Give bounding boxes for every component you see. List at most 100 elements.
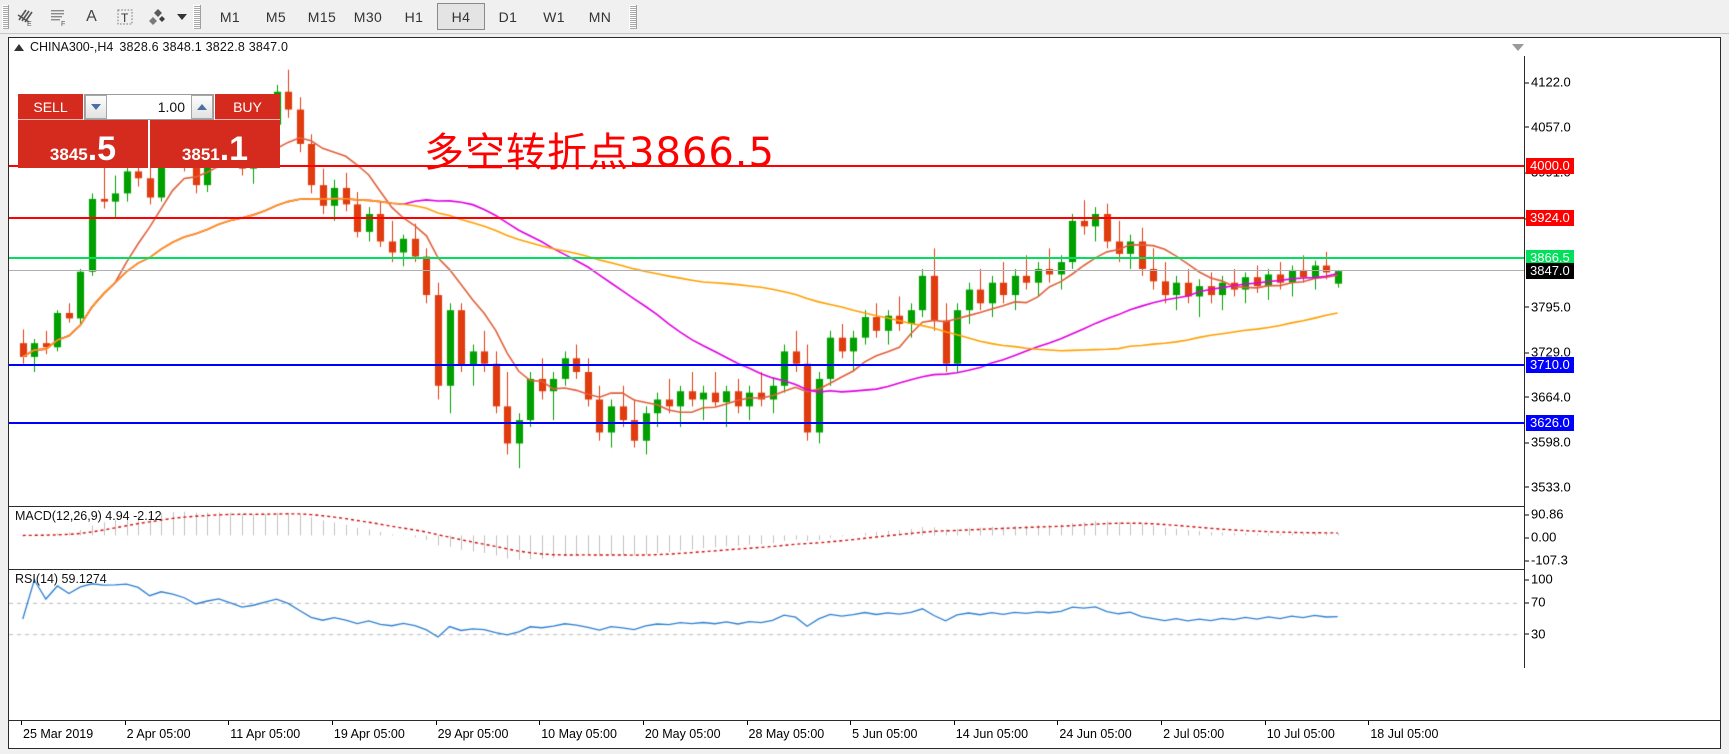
time-tick-label: 24 Jun 05:00 — [1059, 727, 1132, 741]
macd-indicator-pane[interactable]: MACD(12,26,9) 4.94 -2.12 — [9, 506, 1524, 569]
price-plot-area[interactable] — [9, 56, 1524, 506]
buy-price-integer: 3851 — [181, 145, 220, 164]
volume-input[interactable]: 1.00 — [157, 99, 185, 115]
time-tick-label: 14 Jun 05:00 — [955, 727, 1029, 741]
macd-canvas — [9, 507, 1520, 569]
collapse-triangle-icon[interactable] — [14, 43, 24, 51]
price-level-line-current-price — [9, 270, 1524, 272]
objects-dropdown-icon[interactable] — [174, 1, 190, 32]
price-level-line-resistance — [9, 164, 1524, 167]
time-tick-label: 2 Jul 05:00 — [1163, 727, 1225, 741]
time-axis[interactable]: 25 Mar 2019 2 Apr 05:00 11 Apr 05:00 19 Apr… — [9, 720, 1720, 748]
sell-price-decimal: .5 — [87, 130, 117, 168]
price-level-label-support[interactable]: 3626.0 — [1526, 414, 1574, 431]
price-level-label-support[interactable]: 3710.0 — [1526, 357, 1574, 374]
svg-text:T: T — [121, 11, 129, 25]
macd-tick-label: -107.3 — [1525, 553, 1568, 568]
chart-symbol-bar: CHINA300-,H4 3828.6 3848.1 3822.8 3847.0 — [9, 38, 1720, 56]
macd-tick-label: 0.00 — [1525, 530, 1556, 545]
pane-collapse-marker-icon[interactable] — [1512, 44, 1524, 51]
price-tick-label: 3664.0 — [1525, 389, 1571, 404]
timeframe-h1[interactable]: H1 — [404, 8, 424, 25]
buy-price[interactable]: 3851.1 — [150, 120, 280, 168]
time-tick — [1264, 721, 1266, 725]
price-tick-label: 3598.0 — [1525, 435, 1571, 450]
one-click-trading-panel[interactable]: SELL 1.00 BUY 3845.5 3851.1 — [18, 94, 280, 168]
sell-price[interactable]: 3845.5 — [18, 120, 150, 168]
timeframe-mn[interactable]: MN — [588, 8, 612, 25]
time-tick — [435, 721, 437, 725]
time-tick-label: 29 Apr 05:00 — [437, 727, 509, 741]
trade-controls-row: SELL 1.00 BUY — [18, 94, 280, 120]
toolbar-grip[interactable] — [2, 4, 9, 29]
macd-tick-label: 90.86 — [1525, 507, 1564, 522]
expert-advisors-icon[interactable]: E — [9, 1, 42, 32]
time-tick — [746, 721, 748, 725]
main-toolbar: E F A T — [0, 0, 1729, 34]
time-tick — [1368, 721, 1370, 725]
volume-decrease-button[interactable] — [85, 95, 107, 119]
price-level-label-resistance[interactable]: 4000.0 — [1526, 157, 1574, 174]
chevron-down-icon — [91, 104, 101, 110]
price-level-label-current-price[interactable]: 3847.0 — [1526, 263, 1574, 280]
rsi-canvas — [9, 570, 1520, 668]
macd-axis: 90.86 0.00 -107.3 — [1524, 506, 1720, 569]
time-tick — [850, 721, 852, 725]
sell-price-integer: 3845 — [49, 145, 88, 164]
buy-button[interactable]: BUY — [215, 94, 280, 120]
time-tick-label: 20 May 05:00 — [644, 727, 721, 741]
timeframe-w1[interactable]: W1 — [543, 8, 565, 25]
timeframe-d1[interactable]: D1 — [498, 8, 518, 25]
chart-symbol-label: CHINA300-,H4 — [30, 40, 114, 54]
time-tick-label: 28 May 05:00 — [748, 727, 825, 741]
price-level-line-resistance — [9, 217, 1524, 220]
price-tick-label: 3729.0 — [1525, 345, 1571, 360]
chart-container[interactable]: CHINA300-,H4 3828.6 3848.1 3822.8 3847.0… — [8, 37, 1721, 749]
time-tick — [331, 721, 333, 725]
time-tick — [1057, 721, 1059, 725]
time-tick-label: 19 Apr 05:00 — [333, 727, 405, 741]
rsi-indicator-pane[interactable]: RSI(14) 59.1274 — [9, 569, 1524, 668]
volume-stepper[interactable]: 1.00 — [84, 94, 214, 120]
timeframe-m30[interactable]: M30 — [353, 8, 383, 25]
text-label-tool-icon[interactable]: T — [108, 1, 141, 32]
time-tick-label: 18 Jul 05:00 — [1370, 727, 1439, 741]
time-tick — [539, 721, 541, 725]
buy-price-decimal: .1 — [219, 130, 249, 168]
rsi-label: RSI(14) 59.1274 — [15, 572, 107, 586]
timeframe-m5[interactable]: M5 — [265, 8, 287, 25]
time-tick — [228, 721, 230, 725]
chart-annotation-text: 多空转折点3866.5 — [424, 130, 775, 176]
time-tick-label: 5 Jun 05:00 — [852, 727, 918, 741]
volume-increase-button[interactable] — [191, 95, 213, 119]
rsi-tick-label: 30 — [1525, 626, 1545, 641]
time-tick — [953, 721, 955, 725]
price-tick-label: 4122.0 — [1525, 75, 1571, 90]
svg-text:F: F — [61, 21, 65, 28]
price-tick-label: 3795.0 — [1525, 299, 1571, 314]
time-tick-label: 2 Apr 05:00 — [126, 727, 191, 741]
timeframe-h4[interactable]: H4 — [437, 3, 485, 30]
chart-ohlc-values: 3828.6 3848.1 3822.8 3847.0 — [119, 40, 289, 54]
time-tick-label: 25 Mar 2019 — [23, 727, 94, 741]
svg-text:E: E — [27, 21, 32, 28]
text-tool-icon[interactable]: A — [86, 7, 97, 25]
chevron-up-icon — [197, 104, 207, 110]
time-tick-label: 10 May 05:00 — [541, 727, 617, 741]
price-axis[interactable]: 4122.04057.03991.03924.03795.03729.03664… — [1524, 56, 1720, 506]
time-tick — [1161, 721, 1163, 725]
price-level-label-pivot[interactable]: 3866.5 — [1526, 249, 1574, 266]
toolbar-grip-end[interactable] — [629, 4, 637, 29]
timeframe-m1[interactable]: M1 — [219, 8, 241, 25]
price-level-label-resistance[interactable]: 3924.0 — [1526, 210, 1574, 227]
time-tick-label: 10 Jul 05:00 — [1266, 727, 1335, 741]
timeframe-toolbar-grip[interactable] — [193, 4, 201, 29]
price-tick-label: 4057.0 — [1525, 119, 1571, 134]
sell-button[interactable]: SELL — [18, 94, 83, 120]
trade-prices-row: 3845.5 3851.1 — [18, 120, 280, 168]
indicators-icon[interactable]: F — [42, 1, 75, 32]
objects-icon[interactable] — [141, 1, 174, 32]
price-tick-label: 3533.0 — [1525, 479, 1571, 494]
timeframe-m15[interactable]: M15 — [307, 8, 337, 25]
